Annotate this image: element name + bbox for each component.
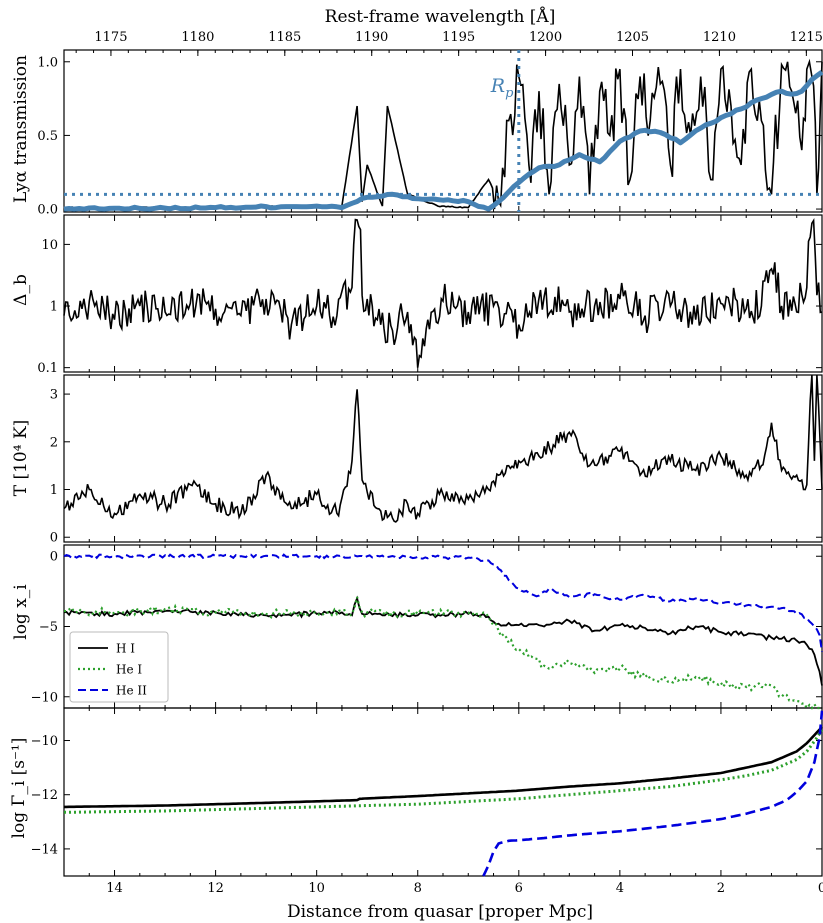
- top-tick-label: 1175: [94, 30, 127, 45]
- x-tick-label: 14: [106, 881, 123, 896]
- top-tick-label: 1215: [790, 30, 823, 45]
- series-overdensity: [63, 218, 823, 368]
- legend-box: [69, 631, 169, 703]
- y-tick-label: 0.1: [37, 361, 58, 376]
- y-tick-label: 2: [50, 435, 58, 450]
- top-axis-label: Rest-frame wavelength [Å]: [325, 6, 556, 27]
- x-tick-label: 0: [818, 881, 823, 896]
- rp-label: Rp: [490, 75, 514, 101]
- y-tick-label: 1.0: [37, 55, 58, 70]
- bottom-axis-label: Distance from quasar [proper Mpc]: [287, 902, 593, 922]
- y-tick-label: 0.5: [37, 129, 58, 144]
- x-tick-label: 4: [616, 881, 624, 896]
- legend-label: He II: [116, 684, 147, 698]
- series-gamma-hei: [64, 728, 823, 814]
- y-label-temperature: T [10⁴ K]: [11, 420, 31, 497]
- series-gamma-hi: [64, 726, 823, 809]
- x-tick-label: 6: [515, 881, 523, 896]
- y-tick-label: −10: [31, 690, 58, 705]
- panel-frame-transmission: [63, 49, 823, 213]
- series-xi-heii: [63, 552, 823, 652]
- y-label-ionization: log x_i: [11, 584, 31, 640]
- y-tick-label: 1: [50, 300, 58, 315]
- top-tick-label: 1205: [616, 30, 649, 45]
- panel-frame-photoionization_rate: [63, 707, 823, 877]
- top-tick-label: 1195: [442, 30, 475, 45]
- series-raw-transmission: [63, 58, 823, 210]
- y-tick-label: 0.0: [37, 203, 58, 218]
- series-xi-hei: [63, 596, 822, 710]
- y-tick-label: −14: [31, 842, 58, 857]
- top-tick-label: 1200: [529, 30, 562, 45]
- y-tick-label: 0: [50, 550, 58, 565]
- x-tick-label: 8: [414, 881, 422, 896]
- y-tick-label: 10: [41, 238, 58, 253]
- top-tick-label: 1190: [355, 30, 388, 45]
- y-tick-label: 1: [50, 483, 58, 498]
- y-label-overdensity: Δ_b: [11, 274, 31, 306]
- panel-frame-temperature: [63, 374, 823, 543]
- top-tick-label: 1210: [703, 30, 736, 45]
- top-tick-label: 1180: [181, 30, 214, 45]
- series-temperature: [63, 374, 823, 523]
- x-tick-label: 2: [717, 881, 725, 896]
- y-tick-label: −5: [39, 620, 58, 635]
- x-tick-label: 12: [207, 881, 224, 896]
- y-label-rates: log Γ_i [s⁻¹]: [9, 738, 29, 839]
- y-tick-label: 3: [50, 388, 58, 403]
- y-tick-label: −12: [31, 788, 58, 803]
- legend: H I He I He II: [69, 631, 169, 703]
- legend-label: He I: [116, 663, 142, 677]
- x-tick-label: 10: [308, 881, 325, 896]
- top-tick-label: 1185: [268, 30, 301, 45]
- series-smoothed-transmission: [63, 70, 823, 212]
- y-label-transmission: Lyα transmission: [11, 55, 31, 203]
- y-tick-label: −10: [31, 734, 58, 749]
- series-gamma-heii: [482, 710, 823, 877]
- y-tick-label: 0: [50, 531, 58, 546]
- legend-label: H I: [116, 642, 135, 656]
